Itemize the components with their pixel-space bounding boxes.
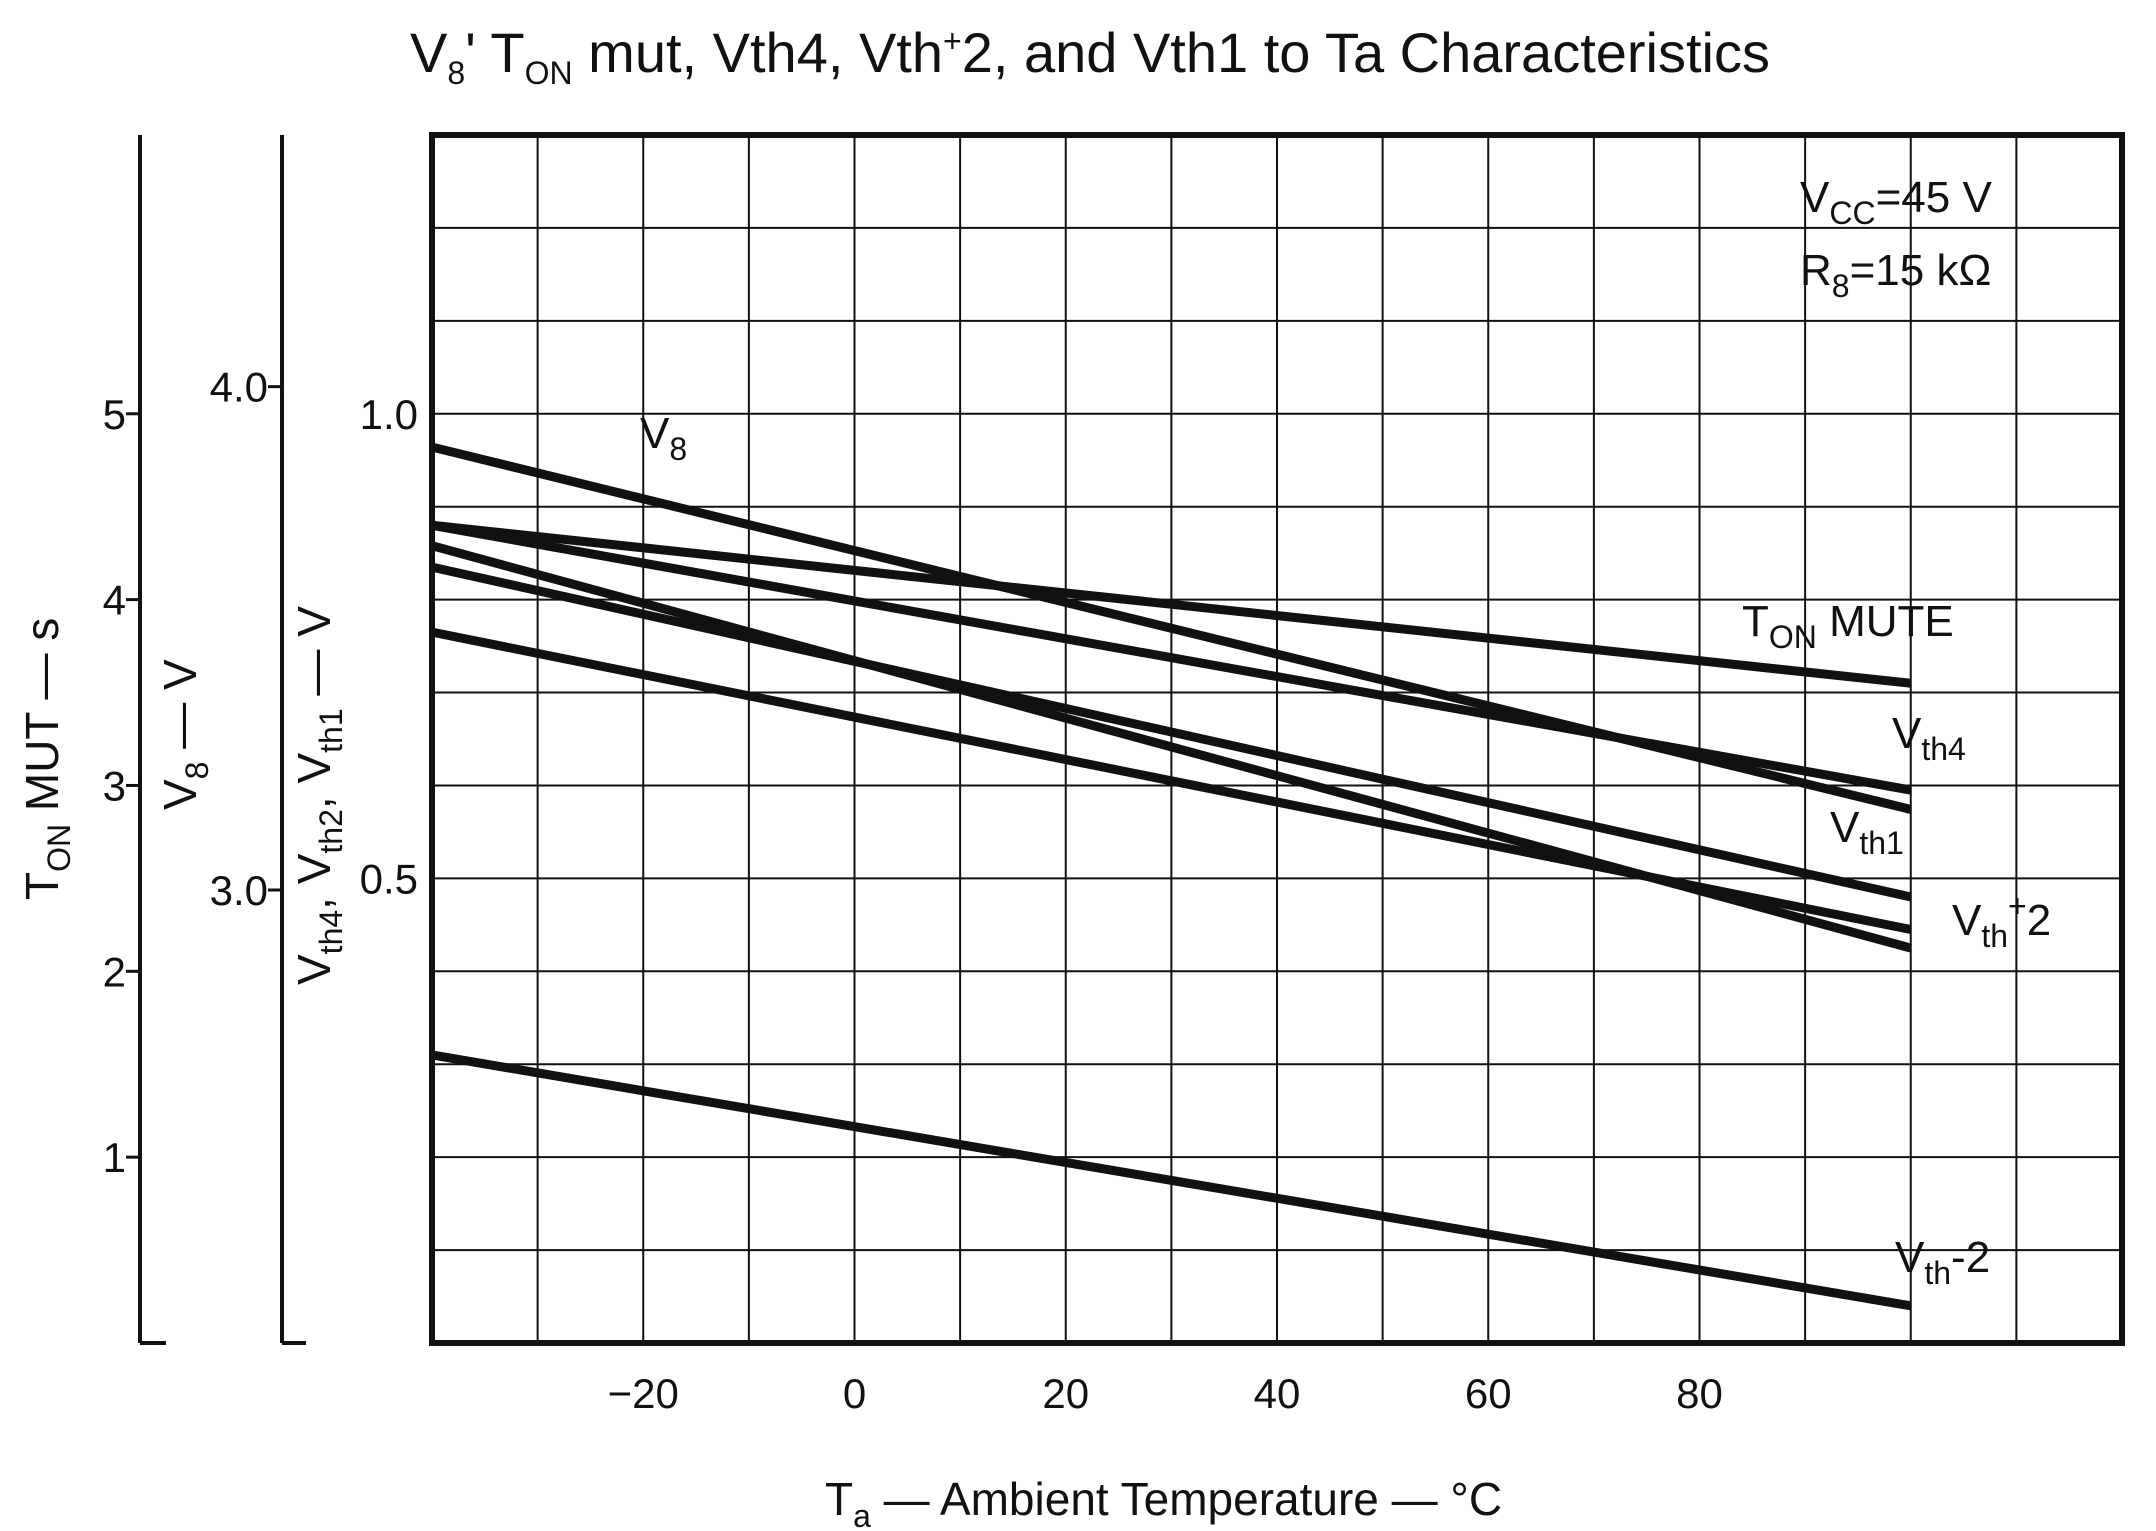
x-tick-labels: −20 0 20 40 60 80 xyxy=(608,1370,1723,1417)
series-lines xyxy=(430,442,1912,1311)
y-tick-label-ton: 1 xyxy=(103,1134,126,1181)
x-tick-label: 80 xyxy=(1676,1370,1723,1417)
v8-axis-label: V8 — V xyxy=(154,659,215,810)
x-tick-label: 40 xyxy=(1254,1370,1301,1417)
y-tick-label-ton: 2 xyxy=(103,948,126,995)
label-vth-plus-2: Vth+2 xyxy=(1952,888,2051,954)
y-tick-label-ton: 5 xyxy=(103,391,126,438)
label-v8: V8 xyxy=(640,409,687,467)
x-axis-label: Ta — Ambient Temperature — °C xyxy=(825,1473,1502,1531)
series-line-ton-mute xyxy=(431,520,1912,688)
annotation-box: VCC=45 V R8=15 kΩ xyxy=(1800,173,1992,304)
x-tick-label: 60 xyxy=(1465,1370,1512,1417)
label-ton-mute: TON MUTE xyxy=(1742,597,1954,655)
r8-annotation: R8=15 kΩ xyxy=(1800,246,1991,304)
y-tick-label-ton: 3 xyxy=(103,762,126,809)
series-labels: V8 TON MUTE Vth4 Vth1 Vth+2 Vth-2 xyxy=(640,409,2051,1291)
label-vth-minus-2: Vth-2 xyxy=(1895,1233,1990,1291)
series-line-vth1 xyxy=(431,562,1912,902)
plot-frame xyxy=(429,132,2125,1346)
y-tick-label-vth: 0.5 xyxy=(360,855,418,902)
y-tick-label-v8: 4.0 xyxy=(210,364,268,411)
vcc-annotation: VCC=45 V xyxy=(1800,173,1992,231)
x-tick-label: 0 xyxy=(843,1370,866,1417)
chart-title: V8' TON mut, Vth4, Vth+2, and Vth1 to Ta… xyxy=(410,21,1770,91)
label-vth4: Vth4 xyxy=(1892,709,1966,767)
y-tick-label-ton: 4 xyxy=(103,577,126,624)
x-tick-label: 20 xyxy=(1042,1370,1089,1417)
y-tick-label-vth: 1.0 xyxy=(360,391,418,438)
x-tick-label: −20 xyxy=(608,1370,679,1417)
y-tick-label-v8: 3.0 xyxy=(210,867,268,914)
series-line-extra xyxy=(430,541,1912,953)
vth-axis-label: Vth4, Vth2, Vth1 — V xyxy=(288,606,349,985)
y-axes: 1 2 3 4 5 3.0 4.0 0.5 1.0 TON MUT — s V8 — V Vth… xyxy=(16,135,418,1345)
series-line-vth4 xyxy=(431,520,1912,795)
ton-axis-label: TON MUT — s xyxy=(16,618,77,900)
label-vth1: Vth1 xyxy=(1830,803,1904,861)
grid xyxy=(432,135,2122,1343)
series-line-vth-2 xyxy=(431,1050,1912,1311)
